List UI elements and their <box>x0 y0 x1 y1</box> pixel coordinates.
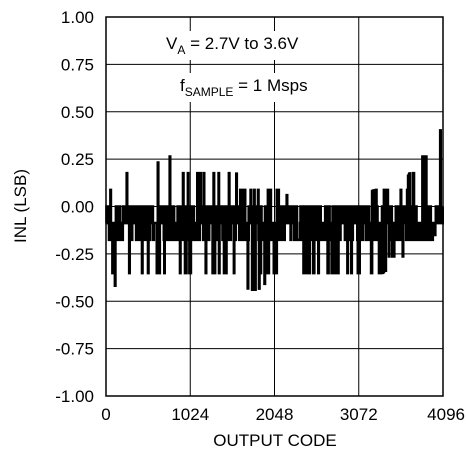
annotation-bg-1 <box>160 31 305 60</box>
annotation-bg-2 <box>174 73 314 102</box>
x-tick-label: 3072 <box>340 405 378 424</box>
y-tick-label: 0.25 <box>61 150 94 169</box>
x-tick-label: 1024 <box>171 405 209 424</box>
y-tick-label: 0.00 <box>61 198 94 217</box>
y-tick-label: 1.00 <box>61 8 94 27</box>
y-axis-label: INL (LSB) <box>11 169 30 243</box>
y-tick-label: -0.75 <box>55 340 94 359</box>
x-tick-labels: 0 1024 2048 3072 4096 <box>101 405 465 424</box>
x-tick-label: 0 <box>101 405 110 424</box>
inl-series-line <box>105 129 444 291</box>
annotation-sample-rate-rest: = 1 Msps <box>233 76 307 95</box>
x-tick-label: 4096 <box>427 405 465 424</box>
annotation-sample-rate: fSAMPLE = 1 Msps <box>180 76 308 99</box>
annotation-supply-voltage-sub: A <box>177 43 185 57</box>
y-tick-label: -0.25 <box>55 245 94 264</box>
annotation-supply-voltage-main: V <box>166 34 178 53</box>
annotation-supply-voltage-rest: = 2.7V to 3.6V <box>185 34 299 53</box>
annotation-sample-rate-main: f <box>180 76 185 95</box>
y-tick-label: -1.00 <box>55 387 94 406</box>
x-axis-label: OUTPUT CODE <box>213 431 336 450</box>
annotation-sample-rate-sub: SAMPLE <box>185 85 234 99</box>
y-tick-labels: 1.00 0.75 0.50 0.25 0.00 -0.25 -0.50 -0.75 -1.00 <box>55 8 94 406</box>
annotation-supply-voltage: VA = 2.7V to 3.6V <box>166 34 299 57</box>
y-tick-label: 0.50 <box>61 103 94 122</box>
plot-frame <box>105 16 444 397</box>
x-tick-label: 2048 <box>256 405 294 424</box>
y-tick-label: -0.50 <box>55 292 94 311</box>
y-tick-label: 0.75 <box>61 55 94 74</box>
inl-trace <box>105 129 444 291</box>
